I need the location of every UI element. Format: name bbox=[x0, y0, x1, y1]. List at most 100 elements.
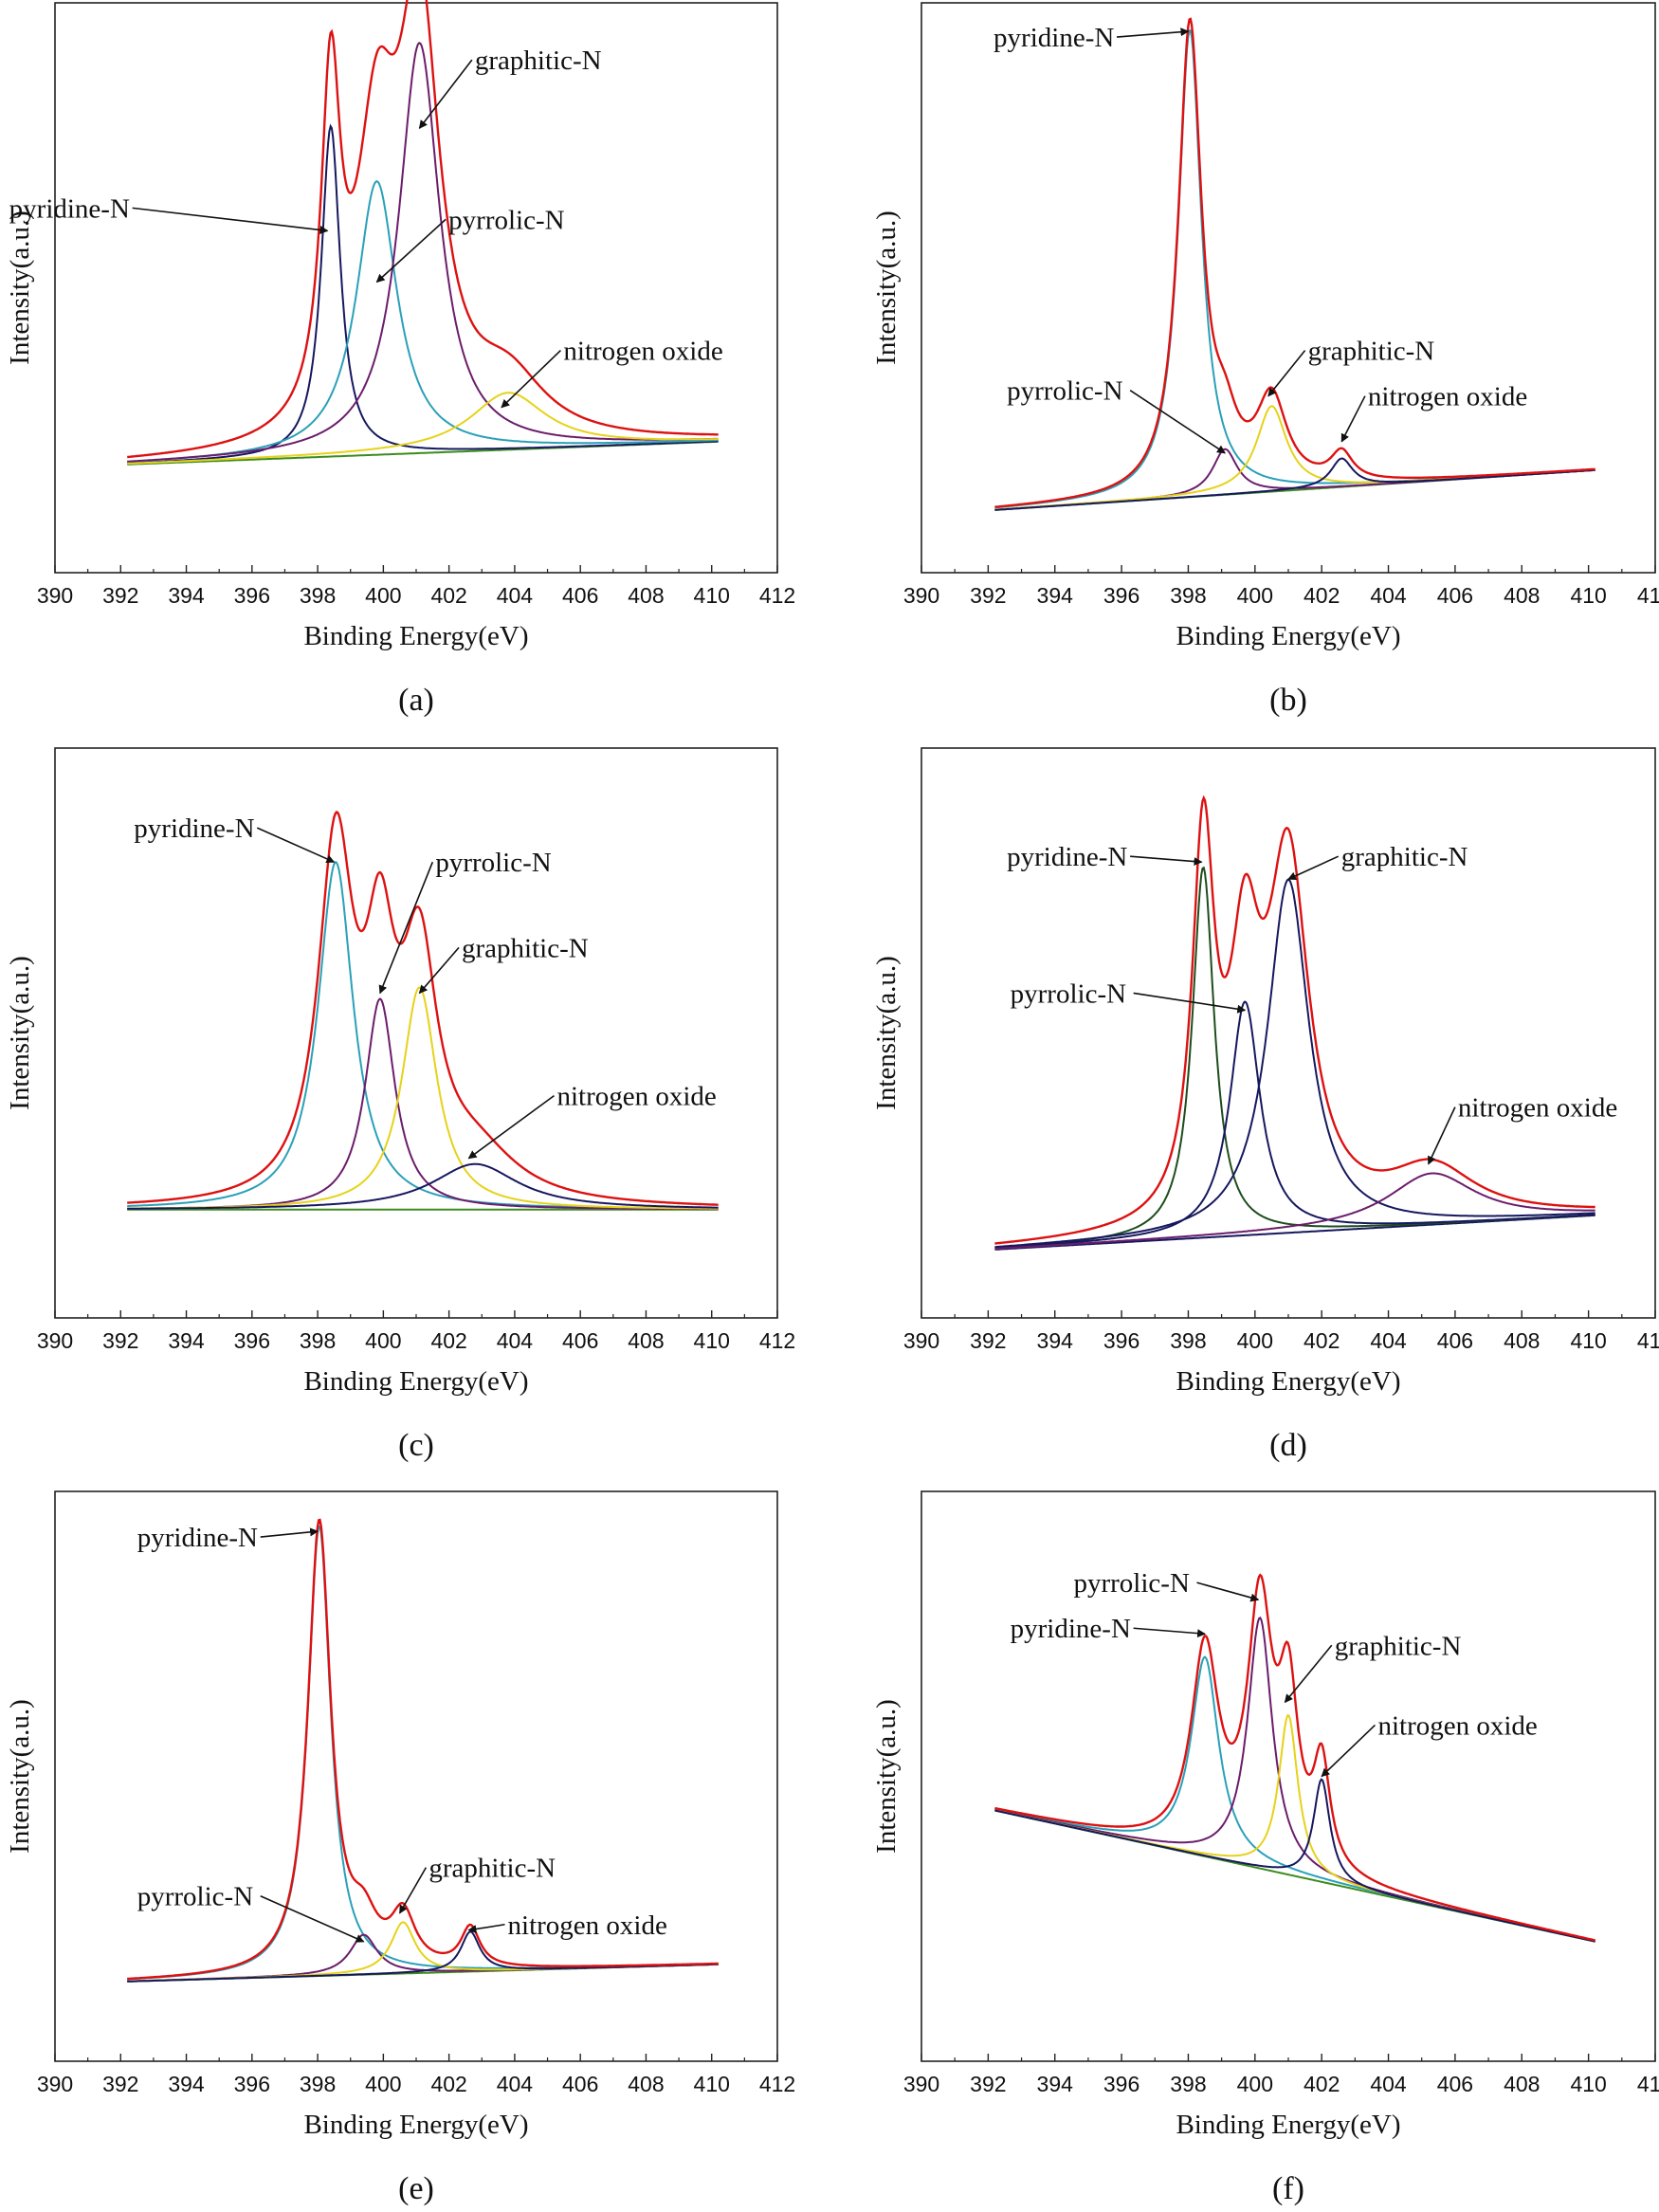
x-tick-label: 398 bbox=[1170, 583, 1206, 608]
annotation-label: pyridine-N bbox=[1007, 842, 1127, 872]
x-tick-label: 390 bbox=[37, 583, 73, 608]
plot-frame bbox=[921, 1490, 1656, 2062]
annotation-label: nitrogen oxide bbox=[563, 337, 722, 367]
annotation-label: graphitic-N bbox=[1308, 337, 1435, 367]
annotation-label: nitrogen oxide bbox=[556, 1082, 716, 1112]
x-tick-label: 392 bbox=[102, 2072, 138, 2096]
annotation-arrow bbox=[256, 827, 336, 864]
x-tick-label: 398 bbox=[1170, 1328, 1206, 1353]
envelope-curve bbox=[994, 17, 1595, 508]
component-curve bbox=[994, 878, 1595, 1249]
y-axis-label: Intensity(a.u.) bbox=[871, 1699, 902, 1854]
panel-caption: (c) bbox=[398, 1428, 434, 1463]
envelope-curve bbox=[127, 811, 719, 1206]
x-tick-label: 404 bbox=[497, 2072, 534, 2096]
annotation-label: pyridine-N bbox=[1011, 1614, 1131, 1644]
x-tick-label: 412 bbox=[759, 1328, 795, 1353]
component-curve bbox=[994, 29, 1595, 509]
x-tick-label: 392 bbox=[102, 1328, 138, 1353]
x-tick-label: 400 bbox=[365, 1328, 401, 1353]
x-tick-label: 412 bbox=[1637, 583, 1659, 608]
annotation-arrow bbox=[501, 350, 561, 409]
component-curve bbox=[994, 1172, 1595, 1251]
x-tick-label: 404 bbox=[1370, 2072, 1407, 2096]
y-axis-label: Intensity(a.u.) bbox=[5, 956, 35, 1110]
x-tick-label: 408 bbox=[628, 583, 664, 608]
x-tick-label: 406 bbox=[562, 583, 598, 608]
x-tick-label: 412 bbox=[1637, 2072, 1659, 2096]
envelope-curve bbox=[994, 795, 1595, 1245]
x-tick-label: 400 bbox=[1237, 1328, 1273, 1353]
annotation-label: pyrrolic-N bbox=[137, 1882, 253, 1912]
chart-panel-1: 390 392 394 396 398 400 402 404 406 408 410 412 Bind… bbox=[5, 0, 795, 718]
annotation-arrow bbox=[418, 59, 473, 130]
annotation-label: graphitic-N bbox=[428, 1854, 556, 1884]
annotation-arrow bbox=[467, 1094, 555, 1160]
x-tick-label: 396 bbox=[1103, 583, 1139, 608]
x-tick-label: 404 bbox=[497, 1328, 534, 1353]
annotation-arrow bbox=[1321, 1724, 1376, 1778]
component-curve bbox=[994, 1616, 1595, 1943]
x-tick-label: 398 bbox=[300, 583, 336, 608]
x-tick-label: 398 bbox=[300, 2072, 336, 2096]
annotation-arrow bbox=[1133, 1627, 1207, 1638]
x-tick-label: 396 bbox=[234, 583, 270, 608]
x-tick-label: 408 bbox=[1504, 583, 1540, 608]
component-curve bbox=[127, 1162, 719, 1210]
x-tick-label: 400 bbox=[365, 2072, 401, 2096]
annotation-arrow bbox=[260, 1894, 365, 1943]
annotation-label: pyridine-N bbox=[9, 193, 130, 224]
x-tick-label: 390 bbox=[903, 583, 939, 608]
plot-frame bbox=[54, 2, 778, 574]
component-curve bbox=[127, 42, 719, 463]
x-tick-label: 402 bbox=[430, 2072, 466, 2096]
chart-panel-3: 390 392 394 396 398 400 402 404 406 408 410 412 Bind… bbox=[5, 747, 795, 1463]
x-tick-label: 410 bbox=[1570, 583, 1606, 608]
annotation-label: pyrrolic-N bbox=[1011, 978, 1126, 1009]
annotation-arrow bbox=[1340, 395, 1366, 443]
y-axis-label: Intensity(a.u.) bbox=[871, 210, 902, 365]
panel-caption: (b) bbox=[1269, 683, 1307, 718]
annotation-arrow bbox=[132, 207, 329, 234]
x-tick-label: 394 bbox=[1037, 583, 1074, 608]
x-tick-label: 406 bbox=[1437, 583, 1473, 608]
x-axis-label: Binding Energy(eV) bbox=[1176, 621, 1400, 651]
x-tick-label: 406 bbox=[1437, 1328, 1473, 1353]
x-tick-label: 402 bbox=[430, 583, 466, 608]
annotation-label: nitrogen oxide bbox=[1368, 382, 1527, 412]
x-tick-label: 406 bbox=[1437, 2072, 1473, 2096]
x-tick-label: 402 bbox=[1304, 2072, 1340, 2096]
x-tick-label: 400 bbox=[1237, 583, 1273, 608]
y-axis-label: Intensity(a.u.) bbox=[5, 1699, 35, 1854]
x-tick-label: 400 bbox=[365, 583, 401, 608]
chart-panel-5: 390 392 394 396 398 400 402 404 406 408 410 412 Bind… bbox=[5, 1490, 795, 2206]
annotation-label: graphitic-N bbox=[1341, 842, 1468, 872]
component-curve bbox=[127, 180, 719, 463]
x-tick-label: 408 bbox=[1504, 1328, 1540, 1353]
x-tick-label: 396 bbox=[1103, 1328, 1139, 1353]
x-tick-label: 404 bbox=[1370, 1328, 1407, 1353]
x-tick-label: 406 bbox=[562, 1328, 598, 1353]
envelope-curve bbox=[127, 1518, 719, 1981]
component-curve bbox=[127, 392, 719, 465]
x-axis-label: Binding Energy(eV) bbox=[303, 1366, 528, 1397]
annotation-arrow bbox=[375, 218, 447, 283]
x-tick-label: 404 bbox=[1370, 583, 1407, 608]
x-tick-label: 390 bbox=[37, 1328, 73, 1353]
x-tick-label: 410 bbox=[1570, 1328, 1606, 1353]
annotation-arrow bbox=[1287, 855, 1340, 881]
panel-caption: (e) bbox=[398, 2171, 434, 2206]
y-axis-label: Intensity(a.u.) bbox=[871, 956, 902, 1110]
x-tick-label: 402 bbox=[430, 1328, 466, 1353]
x-tick-label: 392 bbox=[102, 583, 138, 608]
x-tick-label: 396 bbox=[234, 2072, 270, 2096]
panel-caption: (a) bbox=[398, 683, 434, 718]
x-tick-label: 408 bbox=[1504, 2072, 1540, 2096]
x-tick-label: 390 bbox=[37, 2072, 73, 2096]
x-tick-label: 412 bbox=[759, 2072, 795, 2096]
x-tick-label: 406 bbox=[562, 2072, 598, 2096]
annotation-arrow bbox=[378, 861, 434, 995]
x-tick-label: 410 bbox=[694, 1328, 730, 1353]
x-tick-label: 394 bbox=[1037, 2072, 1074, 2096]
